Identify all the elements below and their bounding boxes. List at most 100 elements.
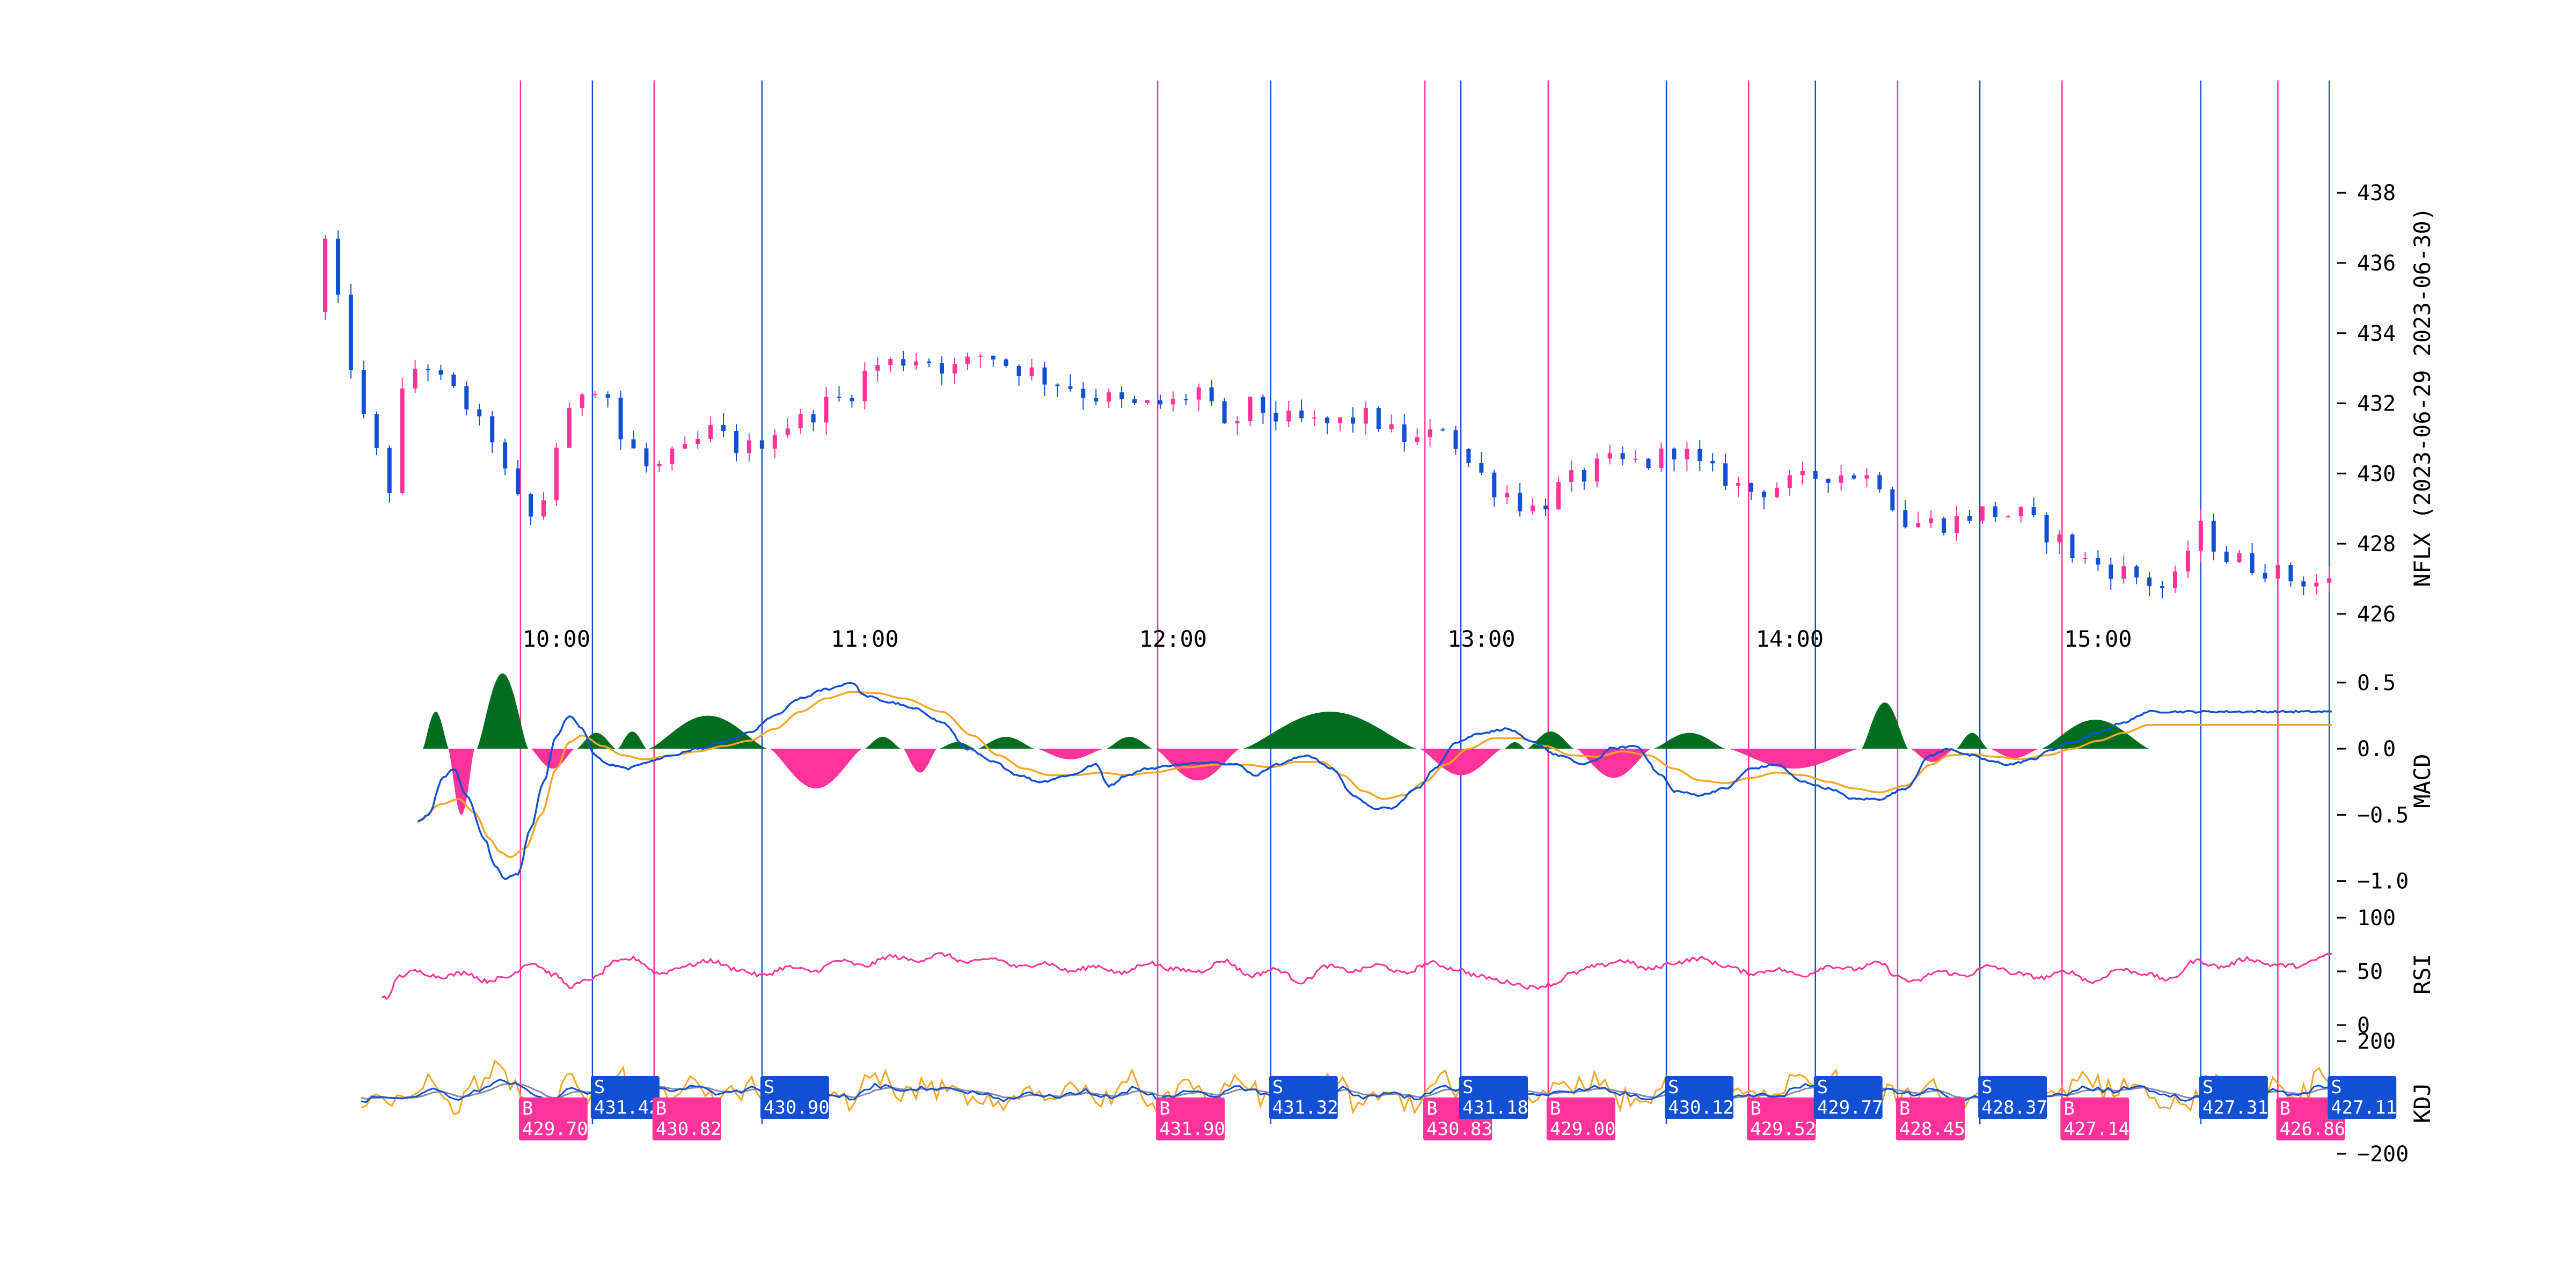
- candle-body: [2211, 521, 2216, 552]
- rsi-line: [381, 952, 2332, 1000]
- rsi-axis-title: RSI: [2409, 954, 2435, 994]
- candle-body: [2198, 521, 2203, 551]
- macd-axis-tick-label: 0.5: [2357, 671, 2396, 696]
- price-axis-title: NFLX (2023-06-29 2023-06-30): [2409, 207, 2435, 587]
- price-axis-tick-label: 432: [2357, 392, 2396, 416]
- macd-histogram-negative: [903, 749, 937, 773]
- candle-body: [1723, 463, 1728, 486]
- candle-body: [952, 364, 957, 374]
- candle-body: [2109, 564, 2113, 579]
- macd-histogram-positive: [1504, 742, 1525, 749]
- macd-axis-tick-label: −0.5: [2357, 803, 2409, 828]
- signal-type: B: [1750, 1098, 1761, 1119]
- signal-price: 427.31: [2202, 1097, 2268, 1118]
- macd-axis-title: MACD: [2409, 753, 2435, 808]
- signal-label-box: [1978, 1076, 2047, 1119]
- macd-histogram-negative: [448, 749, 474, 815]
- signal-label-box: [2199, 1076, 2268, 1119]
- candle-body: [1492, 472, 1497, 497]
- macd-histogram-positive: [1653, 733, 1726, 749]
- candle-body: [348, 295, 353, 370]
- candle-body: [1029, 367, 1034, 376]
- signal-type: S: [764, 1077, 774, 1098]
- candle-body: [2275, 565, 2280, 579]
- candle-body: [2121, 566, 2126, 579]
- candle-body: [1016, 365, 1021, 376]
- candle-body: [965, 356, 970, 364]
- macd-histogram-negative: [770, 749, 862, 789]
- time-tick-label: 11:00: [831, 626, 898, 652]
- signal-type: S: [2331, 1077, 2341, 1098]
- candle-body: [1633, 458, 1638, 460]
- candle-body: [1055, 384, 1060, 386]
- kdj-axis-tick-label: 200: [2357, 1029, 2396, 1054]
- macd-histogram-positive: [577, 733, 616, 749]
- signal-price: 428.37: [1981, 1097, 2047, 1118]
- candle-body: [1993, 506, 1997, 517]
- macd-line: [417, 682, 2332, 881]
- signal-price: 426.86: [2279, 1118, 2345, 1140]
- signal-price: 431.90: [1159, 1118, 1225, 1140]
- candle-body: [1543, 506, 1548, 510]
- candle-body: [426, 369, 430, 370]
- candle-body: [991, 355, 996, 360]
- candle-body: [683, 444, 687, 449]
- candle-body: [361, 370, 366, 414]
- candle-body: [888, 359, 893, 365]
- signal-price: 428.45: [1899, 1118, 1965, 1140]
- candle-body: [901, 359, 906, 366]
- signal-price: 430.12: [1668, 1097, 1734, 1118]
- candle-body: [580, 394, 584, 408]
- macd-histogram-positive: [1106, 737, 1153, 749]
- macd-histogram-positive: [865, 737, 901, 749]
- candle-body: [554, 448, 559, 501]
- candle-body: [374, 414, 379, 448]
- candle-body: [696, 438, 700, 444]
- candle-body: [2031, 507, 2036, 515]
- macd-histogram-positive: [939, 742, 976, 749]
- candle-body: [1440, 429, 1445, 431]
- signal-price: 430.83: [1426, 1118, 1492, 1140]
- candle-body: [1967, 516, 1972, 521]
- signal-type: S: [1272, 1077, 1283, 1098]
- candle-body: [1158, 400, 1162, 405]
- candle-body: [850, 398, 854, 401]
- candle-body: [1787, 475, 1792, 488]
- candle-body: [451, 374, 456, 386]
- signal-type: B: [1899, 1098, 1910, 1119]
- signal-type: B: [1159, 1098, 1170, 1119]
- candle-body: [2096, 558, 2101, 565]
- macd-histogram-positive: [1957, 733, 1988, 749]
- candle-body: [1518, 493, 1523, 511]
- candle-body: [1222, 401, 1227, 423]
- signal-label-box: [1896, 1097, 1965, 1140]
- candle-body: [1350, 417, 1355, 424]
- candle-body: [785, 428, 790, 435]
- candle-body: [2327, 578, 2332, 583]
- candle-body: [1183, 399, 1188, 400]
- candle-body: [1325, 417, 1330, 423]
- candle-body: [1620, 453, 1625, 459]
- candle-body: [1736, 482, 1741, 486]
- macd-histogram-positive: [477, 673, 529, 749]
- candle-body: [323, 238, 327, 312]
- candle-body: [914, 361, 919, 366]
- candle-body: [1980, 506, 1985, 521]
- signal-type: B: [1426, 1098, 1437, 1119]
- signal-price: 427.11: [2331, 1097, 2397, 1118]
- candle-body: [2314, 582, 2319, 587]
- candle-body: [657, 464, 662, 466]
- candle-body: [1594, 458, 1599, 482]
- price-axis-tick-label: 428: [2357, 532, 2396, 557]
- signal-label-box: [1156, 1097, 1225, 1140]
- macd-histogram-negative: [530, 749, 575, 769]
- candle-body: [2263, 573, 2267, 579]
- rsi-axis-tick-label: 100: [2357, 906, 2396, 931]
- candle-body: [1299, 410, 1304, 419]
- signal-label-box: [1747, 1097, 1816, 1140]
